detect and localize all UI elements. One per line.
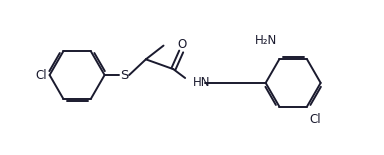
Text: Cl: Cl [35, 69, 46, 82]
Text: S: S [120, 69, 128, 82]
Text: H₂N: H₂N [255, 34, 278, 47]
Text: HN: HN [193, 76, 210, 89]
Text: O: O [177, 38, 187, 51]
Text: Cl: Cl [310, 113, 321, 126]
